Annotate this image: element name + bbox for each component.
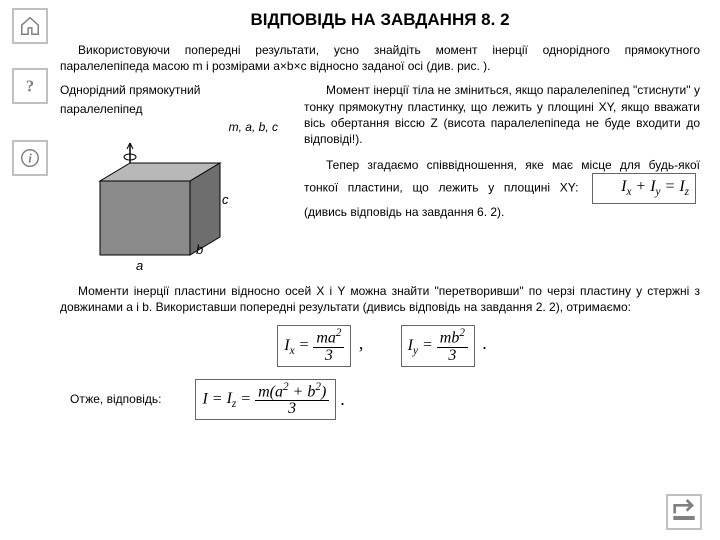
- intermediate-formulas: Ix = ma23 , Iy = mb23 .: [60, 325, 700, 366]
- help-icon[interactable]: ?: [12, 68, 48, 104]
- final-answer-row: Отже, відповідь: I = Iz = m(a2 + b2)3 .: [60, 379, 700, 420]
- info-icon[interactable]: i: [12, 140, 48, 176]
- figure-title-line1: Однорідний прямокутний: [60, 82, 290, 98]
- paragraph-moment-invariant: Момент інерції тіла не зміниться, якщо п…: [304, 82, 700, 147]
- figure-column: Однорідний прямокутний паралелепіпед m, …: [60, 82, 290, 275]
- formula-iy-box: Iy = mb23: [401, 325, 475, 366]
- figure-and-explanation-row: Однорідний прямокутний паралелепіпед m, …: [60, 82, 700, 275]
- reference-note-62: (дивись відповідь на завдання 6. 2).: [304, 205, 504, 219]
- page-title: ВІДПОВІДЬ НА ЗАВДАННЯ 8. 2: [60, 0, 700, 30]
- home-icon[interactable]: [12, 8, 48, 44]
- dim-c-label: c: [222, 191, 229, 209]
- task-description: Використовуючи попередні результати, усн…: [60, 42, 700, 74]
- figure-parameters: m, a, b, c: [60, 119, 278, 135]
- return-icon[interactable]: [666, 494, 702, 530]
- content-area: Використовуючи попередні результати, усн…: [60, 42, 700, 420]
- formula-final-box: I = Iz = m(a2 + b2)3: [195, 379, 336, 420]
- paragraph-plate-relation: Тепер згадаємо співвідношення, яке має м…: [304, 157, 700, 220]
- formula-sum-box: Ix + Iy = Iz: [592, 173, 696, 203]
- dim-a-label: a: [136, 257, 143, 275]
- formula-ix-box: Ix = ma23: [277, 325, 351, 366]
- svg-text:?: ?: [26, 77, 34, 96]
- paragraph-rod-transform: Моменти інерції пластини відносно осей X…: [60, 283, 700, 315]
- dim-b-label: b: [196, 241, 203, 259]
- explanation-column: Момент інерції тіла не зміниться, якщо п…: [304, 82, 700, 275]
- parallelepiped-figure: a b c: [80, 135, 250, 275]
- svg-text:i: i: [28, 152, 32, 166]
- final-answer-label: Отже, відповідь:: [70, 391, 161, 407]
- figure-title-line2: паралелепіпед: [60, 101, 290, 117]
